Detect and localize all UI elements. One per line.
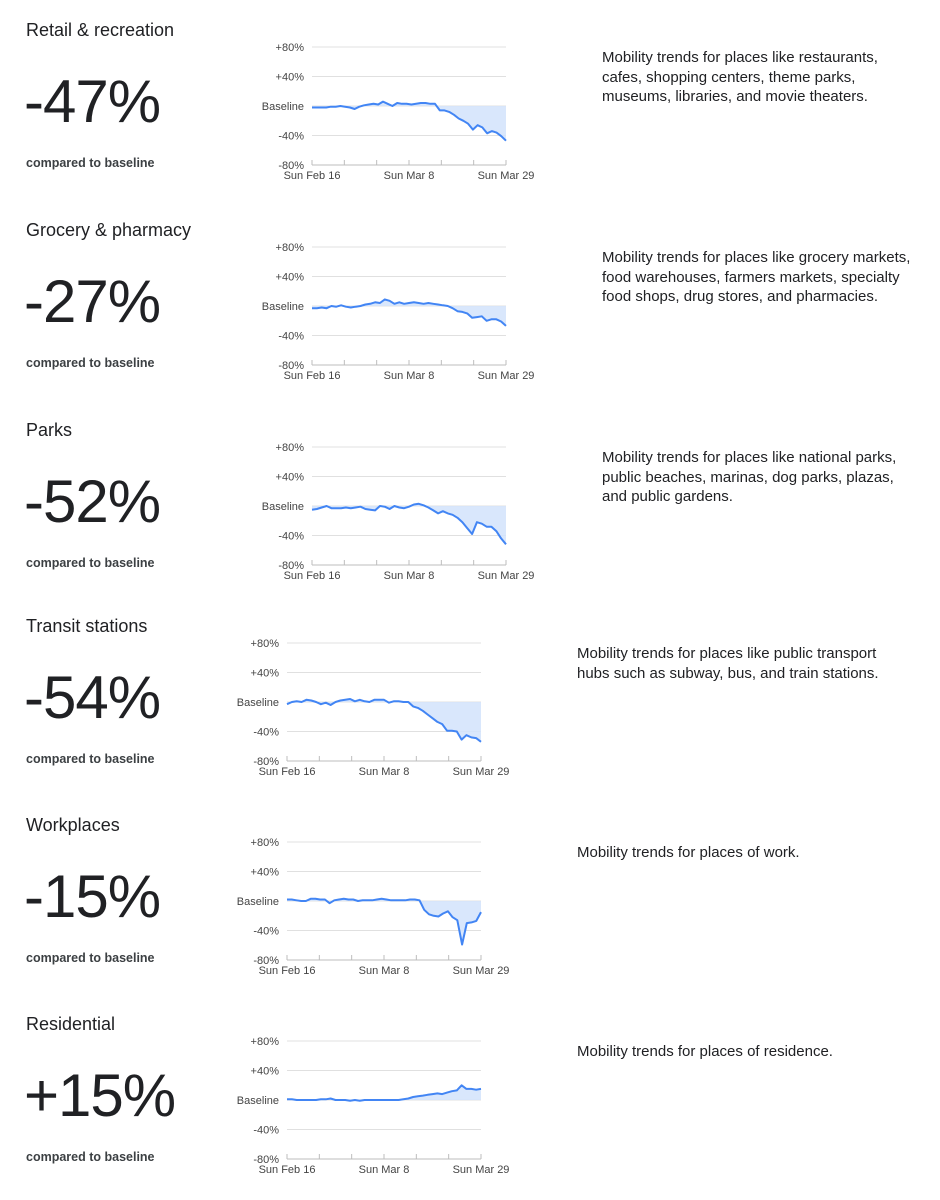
category-title: Parks xyxy=(26,420,73,440)
category-description: Mobility trends for places of residence. xyxy=(577,1043,833,1060)
y-tick-label: +80% xyxy=(251,638,280,650)
deviation-area xyxy=(287,1085,481,1101)
category-row-grocery-and-pharmacy: Grocery & pharmacy -27% compared to base… xyxy=(0,200,940,400)
x-tick-label: Sun Mar 8 xyxy=(384,570,435,582)
deviation-area xyxy=(287,898,481,945)
x-tick-label: Sun Mar 29 xyxy=(453,965,510,977)
y-tick-label: -40% xyxy=(278,531,304,543)
compared-to-baseline-label: compared to baseline xyxy=(26,1150,155,1164)
percent-change-value: +15% xyxy=(24,1062,176,1129)
y-tick-label: +40% xyxy=(276,72,305,84)
x-tick-label: Sun Mar 29 xyxy=(453,1164,510,1176)
x-tick-label: Sun Mar 8 xyxy=(384,170,435,182)
x-tick-label: Sun Mar 29 xyxy=(478,170,535,182)
percent-change-value: -27% xyxy=(24,268,161,335)
x-tick-label: Sun Mar 29 xyxy=(478,570,535,582)
y-tick-label: -40% xyxy=(278,131,304,143)
y-tick-label: -40% xyxy=(253,1125,279,1137)
percent-change-value: -54% xyxy=(24,664,161,731)
deviation-area xyxy=(312,101,506,141)
y-tick-label: +40% xyxy=(251,668,280,680)
x-tick-label: Sun Feb 16 xyxy=(284,370,341,382)
y-tick-label: -80% xyxy=(278,560,304,572)
y-tick-label: Baseline xyxy=(262,501,304,513)
y-tick-label: +80% xyxy=(276,242,305,254)
compared-to-baseline-label: compared to baseline xyxy=(26,951,155,965)
mobility-trend-chart: +80% +40% Baseline -40% -80% Sun Feb 16 Sun M… xyxy=(237,638,510,778)
category-description: Mobility trends for places like public t… xyxy=(577,645,879,682)
category-row-retail-and-recreation: Retail & recreation -47% compared to bas… xyxy=(0,0,940,200)
deviation-area xyxy=(287,699,481,742)
category-title: Workplaces xyxy=(26,815,120,835)
x-tick-label: Sun Mar 8 xyxy=(359,1164,410,1176)
deviation-area xyxy=(312,503,506,545)
category-description: Mobility trends for places like restaura… xyxy=(602,49,878,105)
y-tick-label: +40% xyxy=(251,1066,280,1078)
y-tick-label: -80% xyxy=(253,1154,279,1166)
category-description: Mobility trends for places like national… xyxy=(602,449,897,505)
x-tick-label: Sun Mar 29 xyxy=(478,370,535,382)
mobility-trend-chart: +80% +40% Baseline -40% -80% Sun Feb 16 Sun M… xyxy=(262,442,535,582)
x-tick-label: Sun Mar 8 xyxy=(359,965,410,977)
x-tick-label: Sun Mar 8 xyxy=(384,370,435,382)
y-tick-label: -40% xyxy=(253,926,279,938)
category-title: Retail & recreation xyxy=(26,20,175,40)
trend-line xyxy=(312,100,507,142)
x-tick-label: Sun Mar 29 xyxy=(453,766,510,778)
category-row-transit-stations: Transit stations -54% compared to baseli… xyxy=(0,596,940,796)
trend-line xyxy=(287,1084,482,1102)
compared-to-baseline-label: compared to baseline xyxy=(26,356,155,370)
category-title: Residential xyxy=(26,1014,116,1034)
category-title: Grocery & pharmacy xyxy=(26,220,192,240)
category-row-workplaces: Workplaces -15% compared to baseline +80… xyxy=(0,795,940,995)
percent-change-value: -52% xyxy=(24,468,161,535)
category-row-residential: Residential +15% compared to baseline +8… xyxy=(0,994,940,1194)
y-tick-label: Baseline xyxy=(262,101,304,113)
y-tick-label: -40% xyxy=(278,331,304,343)
mobility-trend-chart: +80% +40% Baseline -40% -80% Sun Feb 16 Sun M… xyxy=(237,837,510,977)
y-tick-label: +80% xyxy=(276,442,305,454)
y-tick-label: +80% xyxy=(251,837,280,849)
trend-line xyxy=(287,897,482,946)
y-tick-label: Baseline xyxy=(262,301,304,313)
y-tick-label: +80% xyxy=(276,42,305,54)
percent-change-value: -47% xyxy=(24,68,161,135)
deviation-area xyxy=(312,299,506,326)
y-tick-label: -80% xyxy=(253,955,279,967)
y-tick-label: +40% xyxy=(251,867,280,879)
x-tick-label: Sun Feb 16 xyxy=(259,766,316,778)
y-tick-label: +80% xyxy=(251,1036,280,1048)
y-tick-label: -80% xyxy=(278,360,304,372)
y-tick-label: Baseline xyxy=(237,1095,279,1107)
x-tick-label: Sun Mar 8 xyxy=(359,766,410,778)
x-tick-label: Sun Feb 16 xyxy=(284,170,341,182)
x-tick-label: Sun Feb 16 xyxy=(259,1164,316,1176)
trend-line xyxy=(311,502,507,545)
compared-to-baseline-label: compared to baseline xyxy=(26,752,155,766)
x-tick-label: Sun Feb 16 xyxy=(259,965,316,977)
y-tick-label: +40% xyxy=(276,472,305,484)
mobility-trend-chart: +80% +40% Baseline -40% -80% Sun Feb 16 Sun M… xyxy=(262,42,535,182)
x-tick-label: Sun Feb 16 xyxy=(284,570,341,582)
y-tick-label: -80% xyxy=(278,160,304,172)
category-description: Mobility trends for places of work. xyxy=(577,844,800,861)
compared-to-baseline-label: compared to baseline xyxy=(26,156,155,170)
category-title: Transit stations xyxy=(26,616,148,636)
y-tick-label: Baseline xyxy=(237,896,279,908)
mobility-trend-chart: +80% +40% Baseline -40% -80% Sun Feb 16 Sun M… xyxy=(237,1036,510,1176)
percent-change-value: -15% xyxy=(24,863,161,930)
y-tick-label: -40% xyxy=(253,727,279,739)
y-tick-label: Baseline xyxy=(237,697,279,709)
compared-to-baseline-label: compared to baseline xyxy=(26,556,155,570)
trend-line xyxy=(286,698,482,743)
y-tick-label: -80% xyxy=(253,756,279,768)
category-row-parks: Parks -52% compared to baseline +80% +40%… xyxy=(0,400,940,600)
y-tick-label: +40% xyxy=(276,272,305,284)
mobility-trend-chart: +80% +40% Baseline -40% -80% Sun Feb 16 Sun M… xyxy=(262,242,535,382)
category-description: Mobility trends for places like grocery … xyxy=(602,249,911,305)
trend-line xyxy=(312,298,507,327)
